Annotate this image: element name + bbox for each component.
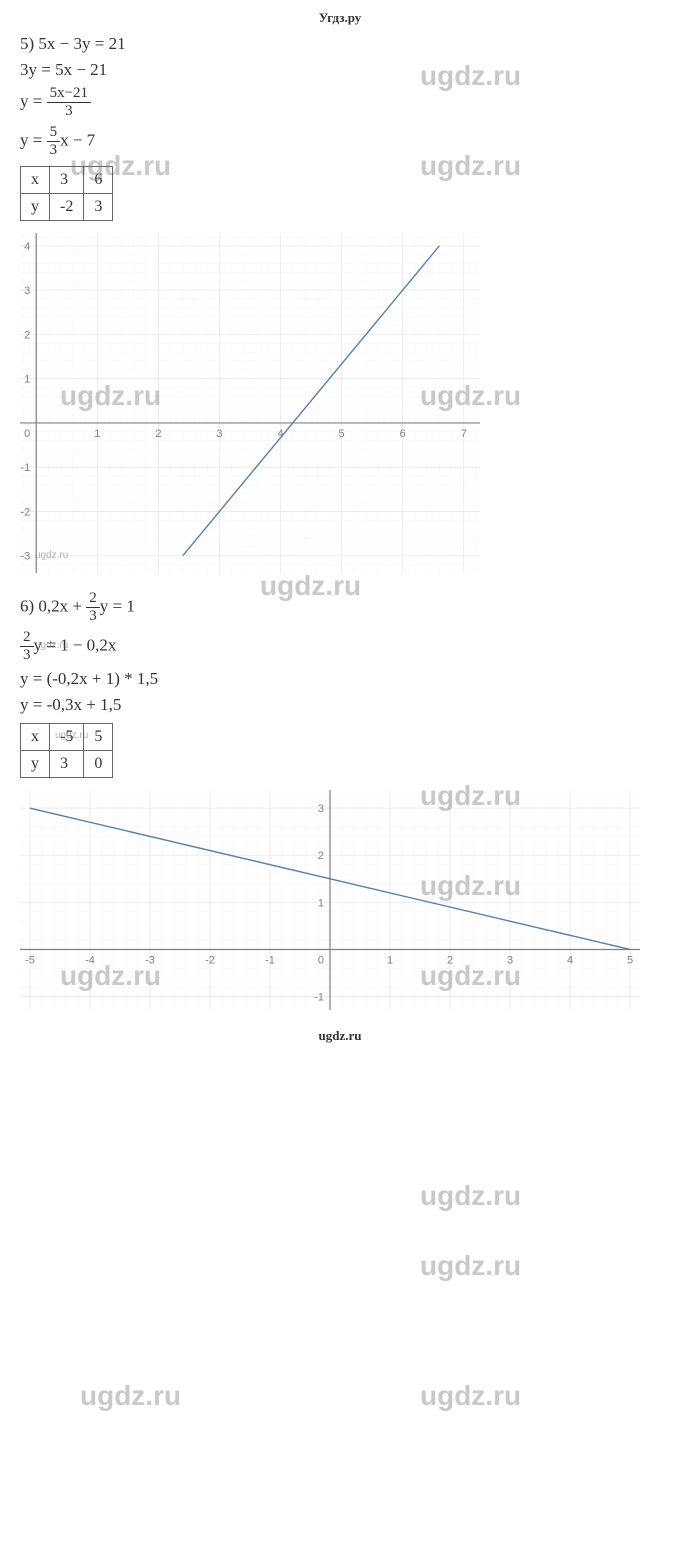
table-cell: y — [21, 194, 50, 221]
watermark: ugdz.ru — [420, 1180, 521, 1212]
table-row: y 3 0 — [21, 751, 113, 778]
table-row: y -2 3 — [21, 194, 113, 221]
p5-step3-rhs: x − 7 — [60, 130, 95, 149]
p6-chart: -5 -4 -3 -2 -1 1 2 3 4 5 -1 1 2 3 0 — [20, 790, 660, 1010]
p6-step1-fraction: 23 — [20, 630, 34, 663]
p6-eq-lhs: 6) 0,2x + — [20, 596, 86, 615]
table-cell: 6 — [84, 167, 113, 194]
p6-eq-den: 3 — [86, 608, 100, 624]
p6-step3: y = -0,3x + 1,5 — [20, 695, 660, 715]
svg-text:7: 7 — [461, 428, 467, 440]
p5-step1: 3y = 5x − 21 — [20, 60, 660, 80]
p5-chart: 1234567-3-2-112340 — [20, 233, 660, 573]
svg-text:2: 2 — [447, 954, 453, 966]
p5-step2-num: 5x−21 — [47, 86, 91, 103]
svg-text:0: 0 — [24, 428, 30, 440]
p5-chart-svg: 1234567-3-2-112340 — [20, 233, 480, 573]
p6-step1-den: 3 — [20, 647, 34, 663]
table-cell: 3 — [50, 751, 84, 778]
table-row: x -5 5 — [21, 724, 113, 751]
svg-text:-5: -5 — [25, 954, 35, 966]
table-cell: y — [21, 751, 50, 778]
svg-text:5: 5 — [627, 954, 633, 966]
svg-text:-1: -1 — [314, 992, 324, 1004]
svg-text:-2: -2 — [20, 506, 30, 518]
table-cell: -2 — [50, 194, 84, 221]
p6-eq-fraction: 23 — [86, 591, 100, 624]
p6-step2: y = (-0,2x + 1) * 1,5 — [20, 669, 660, 689]
p5-table: x 3 6 y -2 3 — [20, 166, 113, 221]
svg-text:1: 1 — [318, 897, 324, 909]
table-cell: x — [21, 724, 50, 751]
table-cell: x — [21, 167, 50, 194]
p6-step1: 23y = 1 − 0,2x — [20, 630, 660, 663]
svg-text:6: 6 — [400, 428, 406, 440]
p6-eq-rhs: y = 1 — [100, 596, 135, 615]
svg-text:-1: -1 — [20, 462, 30, 474]
p5-step3: y = 53x − 7 — [20, 125, 660, 158]
page-header: Угдз.ру — [20, 10, 660, 26]
svg-text:3: 3 — [318, 803, 324, 815]
p5-step3-num: 5 — [47, 125, 61, 142]
p5-step2-lhs: y = — [20, 91, 47, 110]
svg-text:3: 3 — [216, 428, 222, 440]
svg-text:4: 4 — [24, 241, 30, 253]
table-cell: 5 — [84, 724, 113, 751]
p6-step1-rhs: y = 1 − 0,2x — [34, 635, 117, 654]
svg-text:0: 0 — [318, 954, 324, 966]
watermark: ugdz.ru — [420, 1380, 521, 1412]
table-cell: 3 — [50, 167, 84, 194]
p6-chart-svg: -5 -4 -3 -2 -1 1 2 3 4 5 -1 1 2 3 0 — [20, 790, 640, 1010]
svg-text:2: 2 — [155, 428, 161, 440]
svg-text:1: 1 — [24, 374, 30, 386]
svg-text:3: 3 — [507, 954, 513, 966]
svg-text:-2: -2 — [205, 954, 215, 966]
p5-step2-den: 3 — [47, 103, 91, 119]
table-row: x 3 6 — [21, 167, 113, 194]
svg-text:2: 2 — [24, 329, 30, 341]
p5-step3-fraction: 53 — [47, 125, 61, 158]
svg-text:5: 5 — [339, 428, 345, 440]
svg-text:4: 4 — [567, 954, 573, 966]
p5-equation: 5) 5x − 3y = 21 — [20, 34, 660, 54]
page-footer: ugdz.ru — [20, 1028, 660, 1044]
table-cell: -5 — [50, 724, 84, 751]
p5-step3-lhs: y = — [20, 130, 47, 149]
svg-text:-4: -4 — [85, 954, 95, 966]
watermark: ugdz.ru — [80, 1380, 181, 1412]
page: Угдз.ру 5) 5x − 3y = 21 3y = 5x − 21 y =… — [0, 0, 680, 1064]
p6-equation: 6) 0,2x + 23y = 1 — [20, 591, 660, 624]
svg-text:1: 1 — [387, 954, 393, 966]
p5-step3-den: 3 — [47, 142, 61, 158]
p6-table: x -5 5 y 3 0 — [20, 723, 113, 778]
table-cell: 3 — [84, 194, 113, 221]
svg-text:-3: -3 — [145, 954, 155, 966]
svg-text:3: 3 — [24, 285, 30, 297]
svg-text:-1: -1 — [265, 954, 275, 966]
p5-step2-fraction: 5x−213 — [47, 86, 91, 119]
p6-eq-num: 2 — [86, 591, 100, 608]
svg-text:1: 1 — [94, 428, 100, 440]
svg-text:2: 2 — [318, 850, 324, 862]
table-cell: 0 — [84, 751, 113, 778]
p5-step2: y = 5x−213 — [20, 86, 660, 119]
svg-text:-3: -3 — [20, 551, 30, 563]
p6-step1-num: 2 — [20, 630, 34, 647]
watermark: ugdz.ru — [420, 1250, 521, 1282]
